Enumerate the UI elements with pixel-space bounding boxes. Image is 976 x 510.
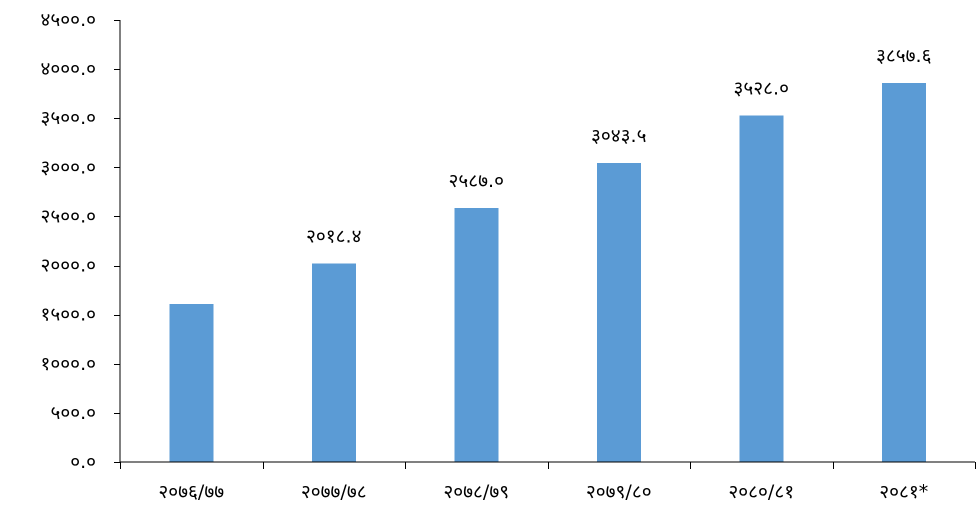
bar-6 — [881, 83, 926, 462]
y-tick-label: ०.० — [70, 451, 96, 473]
bar-2 — [311, 263, 356, 462]
bar-4 — [596, 163, 641, 462]
x-tick-label-6: २०८१* — [879, 481, 928, 503]
value-labels-group: २०१८.४ २५८७.० ३०४३.५ ३५२८.० ३८५७.६ — [306, 45, 931, 248]
bar-3 — [454, 207, 499, 462]
y-tick-label: ४५००.० — [41, 9, 96, 31]
x-tick-label-5: २०८०/८१ — [728, 481, 794, 503]
x-tick-label-1: २०७६/७७ — [158, 481, 224, 503]
bar-5 — [739, 115, 784, 463]
x-tick-label-3: २०७८/७९ — [443, 481, 509, 503]
axes-group — [114, 20, 976, 469]
bar-value-label-4: ३०४३.५ — [591, 125, 646, 147]
y-tick-label: २५००.० — [41, 205, 96, 227]
bar-value-label-5: ३५२८.० — [734, 77, 789, 99]
y-tick-label: ४०००.० — [41, 58, 96, 80]
bar-1 — [169, 303, 214, 462]
x-tick-label-4: २०७९/८० — [586, 481, 652, 503]
y-tick-label: ५००.० — [50, 402, 96, 424]
y-tick-label: ३०००.० — [41, 156, 96, 178]
bar-value-label-3: २५८७.० — [449, 170, 504, 192]
y-tick-label: २०००.० — [41, 255, 96, 277]
y-tick-label: ३५००.० — [41, 107, 96, 129]
x-tick-label-2: २०७७/७८ — [301, 481, 367, 503]
y-tick-label: १५००.० — [41, 304, 96, 326]
bar-value-label-6: ३८५७.६ — [876, 45, 931, 67]
bar-value-label-2: २०१८.४ — [306, 226, 361, 248]
bars-group — [169, 83, 926, 463]
x-axis-labels-group: २०७६/७७ २०७७/७८ २०७८/७९ २०७९/८० २०८०/८१ २०८१* — [158, 481, 928, 503]
y-axis-labels-group: ०.० ५००.० १०००.० १५००.० २०००.० २५००.० ३०००.० ३५… — [41, 9, 96, 473]
y-tick-label: १०००.० — [41, 353, 96, 375]
